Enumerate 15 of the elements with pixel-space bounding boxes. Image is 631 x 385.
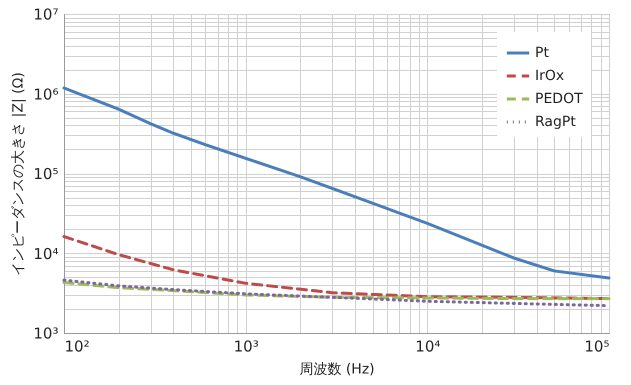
x-tick-label: 10⁵ (584, 338, 610, 356)
x-tick-label: 10⁴ (415, 338, 440, 356)
y-tick-label: 10⁴ (33, 244, 58, 263)
legend-label: PEDOT (535, 91, 584, 107)
x-axis-title: 周波数 (Hz) (299, 362, 375, 378)
x-tick-label: 10² (64, 338, 90, 356)
legend-label: IrOx (535, 68, 564, 84)
y-tick-label: 10⁶ (33, 85, 58, 104)
y-tick-label: 10⁵ (33, 165, 58, 183)
y-tick-label: 10⁷ (33, 6, 58, 24)
legend-label: Pt (535, 45, 550, 61)
y-axis-title: インピーダンスの大きさ |Z| (Ω) (10, 72, 26, 276)
y-tick-label: 10³ (33, 324, 58, 342)
legend-label: RagPt (535, 114, 576, 130)
x-tick-label: 10³ (234, 338, 259, 356)
